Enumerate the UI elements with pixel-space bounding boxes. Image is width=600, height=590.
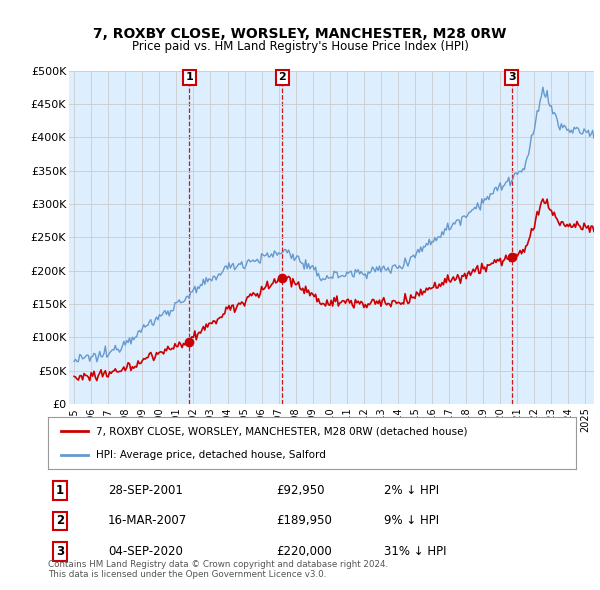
Text: 16-MAR-2007: 16-MAR-2007 [108, 514, 187, 527]
Bar [282, 71, 512, 404]
Text: 7, ROXBY CLOSE, WORSLEY, MANCHESTER, M28 0RW (detached house): 7, ROXBY CLOSE, WORSLEY, MANCHESTER, M28… [95, 426, 467, 436]
Text: 1: 1 [56, 484, 64, 497]
Text: Contains HM Land Registry data © Crown copyright and database right 2024.
This d: Contains HM Land Registry data © Crown c… [48, 560, 388, 579]
Text: 31% ↓ HPI: 31% ↓ HPI [384, 545, 446, 558]
Bar [189, 71, 282, 404]
Text: 3: 3 [508, 73, 515, 83]
Text: 7, ROXBY CLOSE, WORSLEY, MANCHESTER, M28 0RW: 7, ROXBY CLOSE, WORSLEY, MANCHESTER, M28… [94, 27, 506, 41]
Text: 1: 1 [185, 73, 193, 83]
Bar [512, 71, 594, 404]
Text: Price paid vs. HM Land Registry's House Price Index (HPI): Price paid vs. HM Land Registry's House … [131, 40, 469, 53]
Text: 2% ↓ HPI: 2% ↓ HPI [384, 484, 439, 497]
Text: £92,950: £92,950 [276, 484, 325, 497]
Text: 3: 3 [56, 545, 64, 558]
Text: £189,950: £189,950 [276, 514, 332, 527]
Text: 9% ↓ HPI: 9% ↓ HPI [384, 514, 439, 527]
Text: 28-SEP-2001: 28-SEP-2001 [108, 484, 183, 497]
Text: 04-SEP-2020: 04-SEP-2020 [108, 545, 183, 558]
Text: HPI: Average price, detached house, Salford: HPI: Average price, detached house, Salf… [95, 450, 325, 460]
Text: 2: 2 [278, 73, 286, 83]
Text: 2: 2 [56, 514, 64, 527]
Text: £220,000: £220,000 [276, 545, 332, 558]
Bar [69, 71, 189, 404]
